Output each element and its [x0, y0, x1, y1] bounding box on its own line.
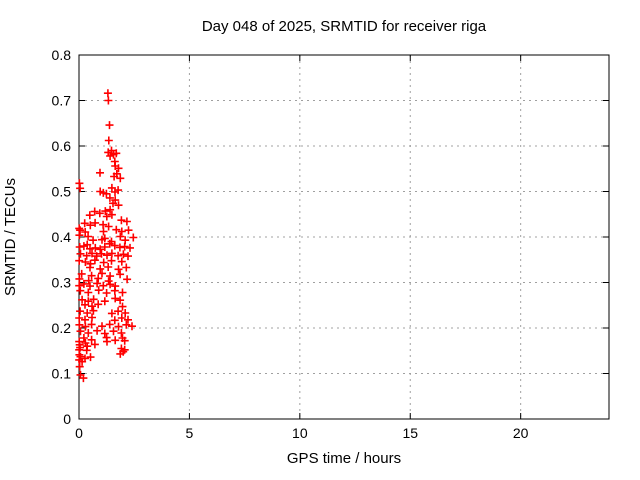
- y-tick-label: 0: [63, 411, 71, 427]
- x-tick-label: 10: [292, 425, 308, 441]
- x-tick-label: 15: [402, 425, 418, 441]
- y-axis-label: SRMTID / TECUs: [2, 178, 19, 296]
- gridlines: [79, 55, 609, 419]
- y-tick-label: 0.7: [52, 93, 72, 109]
- y-tick-label: 0.4: [52, 229, 72, 245]
- tick-labels: 0 5 10 15 20 0 0.1 0.2 0.3 0.4 0.5 0.6 0.7 0.8: [52, 47, 529, 441]
- data-points-group: [75, 89, 138, 383]
- y-tick-label: 0.3: [52, 275, 72, 291]
- x-tick-label: 20: [513, 425, 529, 441]
- y-tick-label: 0.5: [52, 184, 72, 200]
- scatter-points: [75, 89, 138, 383]
- y-tick-label: 0.8: [52, 47, 72, 63]
- x-tick-label: 5: [186, 425, 194, 441]
- y-tick-label: 0.6: [52, 138, 72, 154]
- y-tick-label: 0.1: [52, 366, 72, 382]
- chart-title: Day 048 of 2025, SRMTID for receiver rig…: [202, 18, 487, 35]
- y-tick-label: 0.2: [52, 320, 72, 336]
- x-axis-label: GPS time / hours: [287, 450, 401, 467]
- x-tick-label: 0: [75, 425, 83, 441]
